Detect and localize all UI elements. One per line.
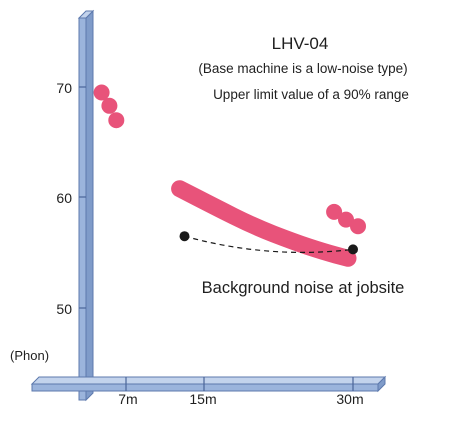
y-tick-labels: 70 60 50 (56, 80, 72, 317)
noise-dot (108, 112, 125, 129)
background-noise-line (184, 235, 354, 254)
y-tick-label: 60 (56, 190, 72, 206)
noise-band (171, 180, 357, 267)
noise-dot (101, 97, 118, 114)
background-noise-annotation: Background noise at jobsite (202, 279, 405, 297)
y-tick-label: 70 (56, 80, 72, 96)
x-tick-label: 30m (336, 391, 363, 407)
x-axis (30, 375, 387, 393)
background-noise-point (179, 231, 190, 242)
y-axis (77, 9, 95, 402)
y-tick-marks (79, 86, 86, 309)
noise-dot (350, 218, 366, 235)
background-noise-point (348, 244, 358, 255)
noise-dot (338, 211, 354, 228)
x-tick-labels: 7m 15m 30m (118, 391, 363, 407)
chart-subtitle-range: Upper limit value of a 90% range (213, 87, 409, 102)
noise-dot (326, 203, 343, 220)
x-tick-marks (125, 377, 354, 391)
chart-subtitle: (Base machine is a low-noise type) (198, 61, 407, 76)
y-axis-label: (Phon) (10, 348, 49, 363)
noise-dot (93, 84, 110, 101)
x-tick-label: 7m (118, 391, 137, 407)
x-tick-label: 15m (189, 391, 216, 407)
y-tick-label: 50 (56, 301, 72, 317)
chart-title: LHV-04 (272, 34, 329, 53)
data-marks (93, 84, 366, 267)
